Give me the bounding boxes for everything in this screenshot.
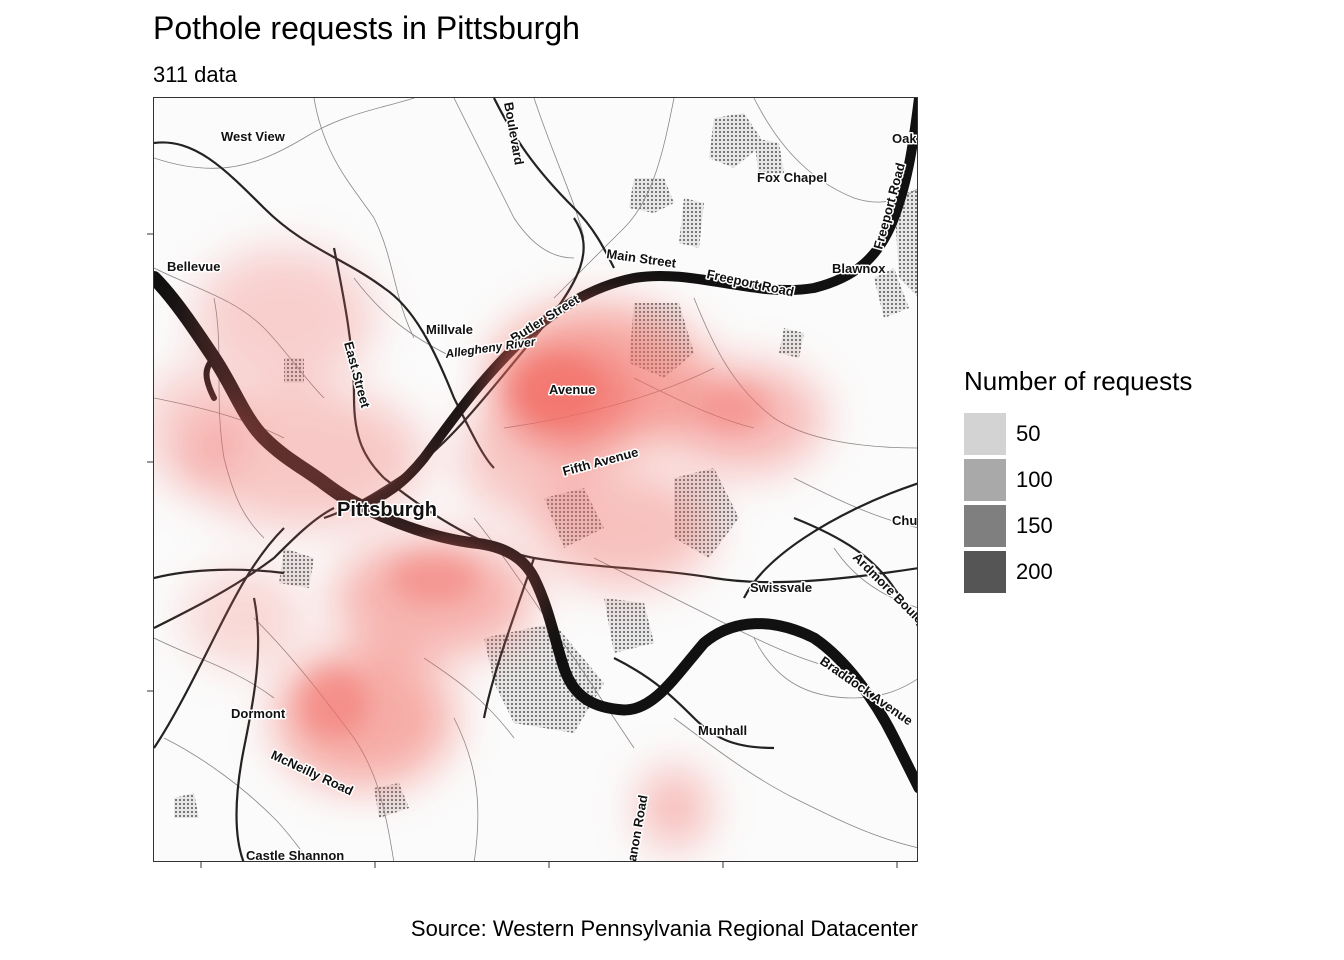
label-fox-chapel: Fox Chapel <box>757 170 827 185</box>
chart-caption: Source: Western Pennsylvania Regional Da… <box>410 916 918 941</box>
basemap: West View Boulevard Fox Chapel Oak Freep… <box>154 98 917 862</box>
label-chu: Chu <box>892 513 917 528</box>
legend-key <box>964 413 1006 455</box>
label-oak: Oak <box>892 131 917 146</box>
legend-label: 50 <box>1016 421 1041 446</box>
map-panel[interactable]: West View Boulevard Fox Chapel Oak Freep… <box>153 97 918 862</box>
label-millvale: Millvale <box>426 322 473 337</box>
label-dormont: Dormont <box>231 706 286 721</box>
chart-title: Pothole requests in Pittsburgh <box>153 10 580 46</box>
legend: Number of requests 50 100 150 200 <box>964 366 1192 595</box>
label-pittsburgh: Pittsburgh <box>337 499 437 521</box>
legend-item: 50 <box>964 411 1192 457</box>
legend-key <box>964 551 1006 593</box>
label-blawnox: Blawnox <box>832 261 886 276</box>
legend-item: 150 <box>964 503 1192 549</box>
label-bellevue: Bellevue <box>167 259 220 274</box>
legend-item: 200 <box>964 549 1192 595</box>
label-west-view: West View <box>221 129 286 144</box>
legend-label: 200 <box>1016 559 1053 584</box>
label-avenue: Avenue <box>549 382 595 397</box>
legend-label: 100 <box>1016 467 1053 492</box>
label-swissvale: Swissvale <box>750 580 812 595</box>
legend-key <box>964 459 1006 501</box>
chart-subtitle: 311 data <box>153 62 238 87</box>
request-density-core <box>299 353 769 738</box>
legend-key <box>964 505 1006 547</box>
label-munhall: Munhall <box>698 723 747 738</box>
legend-title: Number of requests <box>964 366 1193 396</box>
label-castle-shannon: Castle Shannon <box>246 848 344 862</box>
legend-label: 150 <box>1016 513 1053 538</box>
legend-item: 100 <box>964 457 1192 503</box>
